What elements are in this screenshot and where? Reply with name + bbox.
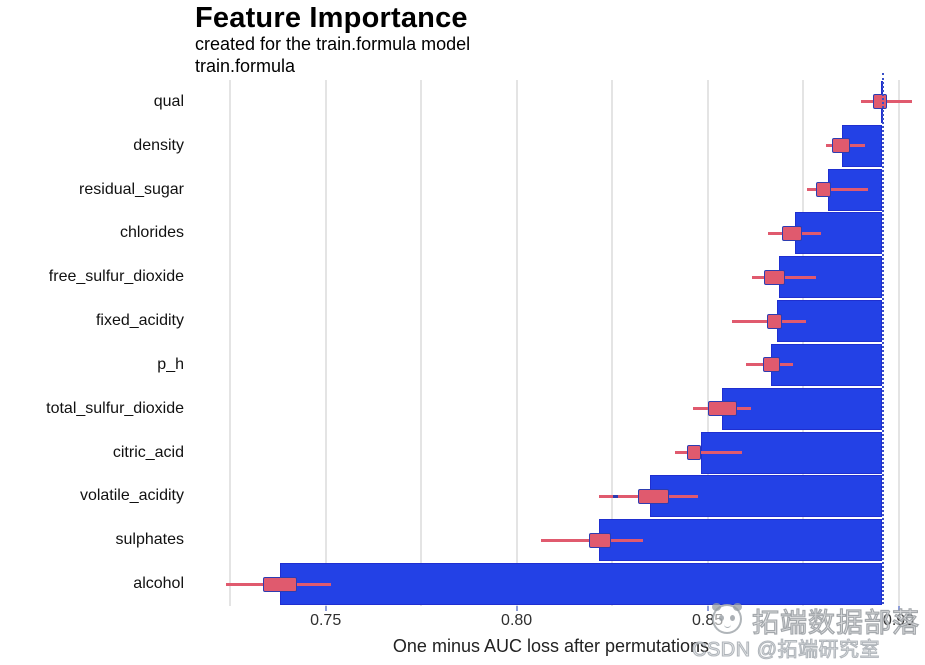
vertical-gridline <box>420 80 423 606</box>
panda-eye-icon <box>730 615 735 621</box>
full-model-loss-dotted-line <box>881 73 884 604</box>
boxplot-box <box>686 445 701 461</box>
y-axis-label: sulphates <box>115 531 185 549</box>
panda-mouth-icon <box>724 623 731 628</box>
y-axis-label: residual_sugar <box>79 180 184 198</box>
vertical-gridline <box>324 80 327 606</box>
y-axis-label: citric_acid <box>112 443 184 461</box>
boxplot-box <box>762 357 780 373</box>
boxplot-whisker <box>806 188 868 192</box>
x-tick-label: 0.90 <box>882 612 915 629</box>
y-axis-label: total_sulfur_dioxide <box>46 399 184 417</box>
boxplot-box <box>832 138 850 154</box>
importance-bar <box>279 563 883 606</box>
x-tick-label: 0.80 <box>501 612 533 629</box>
facet-strip-label: train.formula <box>195 56 296 76</box>
y-axis-label: qual <box>153 92 184 110</box>
vertical-gridline <box>706 80 709 606</box>
panda-ear-icon <box>712 603 721 611</box>
boxplot-box <box>782 225 802 241</box>
vertical-gridline <box>802 80 805 606</box>
boxplot-box <box>637 488 669 504</box>
x-axis-tick-mark <box>897 606 900 611</box>
x-axis-tick-mark <box>515 606 518 611</box>
plot-subtitle: created for the train.formula model <box>195 34 471 54</box>
vertical-gridline <box>611 80 614 606</box>
watermark-credit-text: CSDN @拓端研究室 <box>691 639 881 662</box>
panda-ear-icon <box>733 603 742 611</box>
x-axis-title: One minus AUC loss after permutations <box>392 636 710 656</box>
plot-title: Feature Importance <box>195 2 468 34</box>
y-axis-label: chlorides <box>119 224 184 242</box>
y-axis-label: volatile_acidity <box>79 487 184 505</box>
boxplot-box <box>766 313 782 329</box>
boxplot-box <box>816 182 831 198</box>
y-axis-label: density <box>133 136 184 154</box>
boxplot-box <box>764 269 786 285</box>
vertical-gridline <box>229 80 232 606</box>
x-axis-tick-mark <box>324 606 327 611</box>
watermark-panda-logo-icon <box>712 603 742 634</box>
boxplot-whisker <box>674 451 742 455</box>
boxplot-outlier-point <box>612 494 618 498</box>
importance-bar <box>598 519 883 562</box>
y-axis-label: free_sulfur_dioxide <box>48 268 184 286</box>
y-axis-label: fixed_acidity <box>95 312 184 330</box>
vertical-gridline <box>897 80 900 606</box>
boxplot-box <box>262 576 297 592</box>
watermark-brand-text: 拓端数据部落 <box>751 607 920 638</box>
x-tick-label: 0.75 <box>310 612 342 629</box>
y-axis-label: alcohol <box>133 575 184 593</box>
x-axis-tick-mark <box>706 606 709 611</box>
boxplot-box <box>707 401 737 417</box>
y-axis-label: p_h <box>157 355 184 373</box>
boxplot-box <box>872 94 887 110</box>
boxplot-box <box>588 532 611 548</box>
panda-eye-icon <box>719 615 724 621</box>
vertical-gridline <box>515 80 518 606</box>
importance-bar <box>700 431 883 474</box>
